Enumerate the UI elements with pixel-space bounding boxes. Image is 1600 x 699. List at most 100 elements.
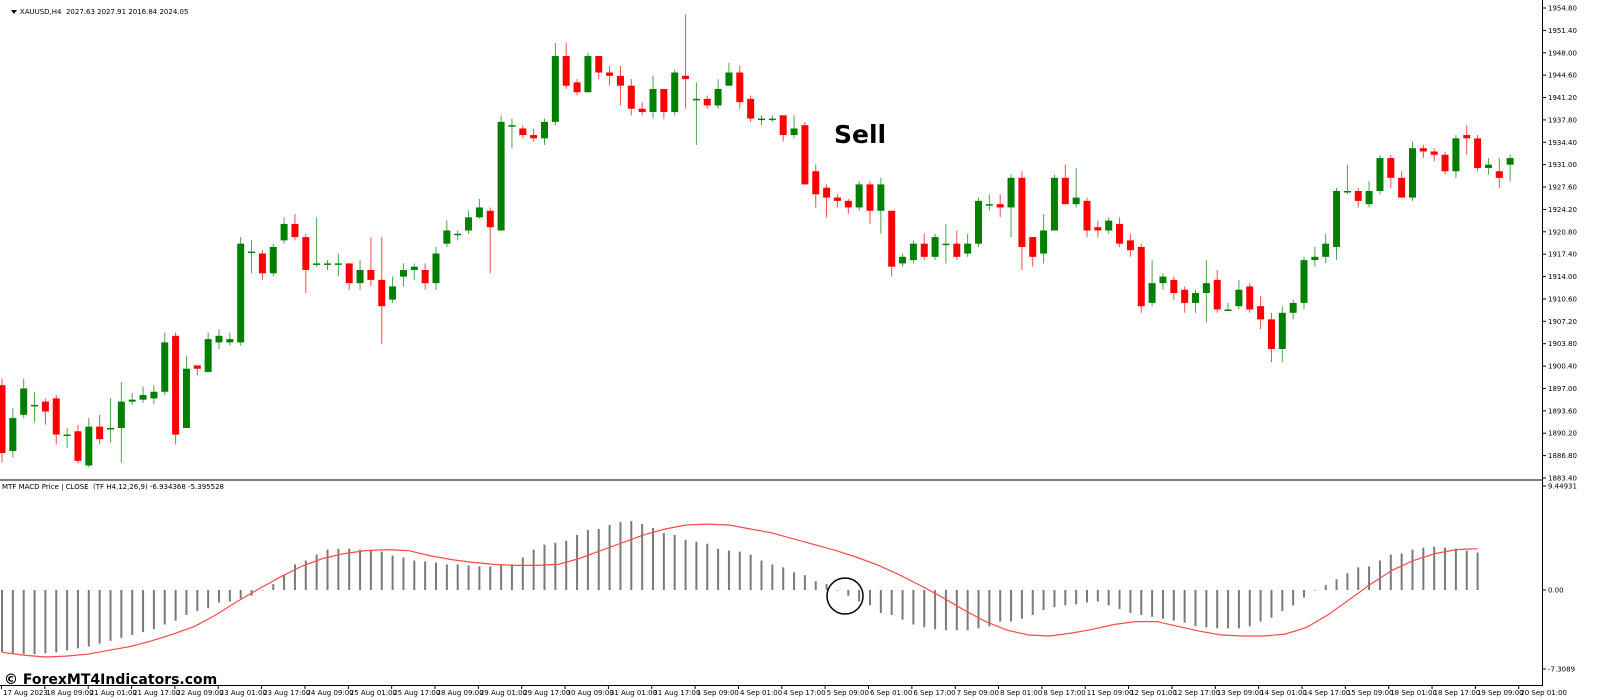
candle bbox=[866, 181, 874, 224]
candle bbox=[649, 75, 657, 119]
time-tick-label: 19 Sep 09:00 bbox=[1477, 689, 1524, 697]
price-axis[interactable]: 1954.80 1951.40 1948.00 1944.60 1941.20 1937.… bbox=[1542, 5, 1577, 483]
candle bbox=[1159, 273, 1167, 290]
time-tick-label: 28 Aug 09:00 bbox=[437, 689, 484, 697]
macd-tick-label: 9.44931 bbox=[1548, 483, 1577, 491]
candle bbox=[627, 79, 635, 116]
time-tick-label: 7 Sep 09:00 bbox=[957, 689, 999, 697]
candle bbox=[302, 233, 310, 294]
time-tick-label: 14 Sep 01:00 bbox=[1260, 689, 1307, 697]
price-tick-label: 1900.40 bbox=[1548, 363, 1577, 371]
candle bbox=[1126, 233, 1134, 257]
candle bbox=[486, 207, 494, 274]
candle bbox=[52, 395, 60, 445]
price-tick-label: 1924.20 bbox=[1548, 206, 1577, 214]
candle bbox=[1484, 158, 1492, 175]
price-tick-label: 1890.20 bbox=[1548, 430, 1577, 438]
candle bbox=[389, 276, 397, 303]
price-tick-label: 1944.60 bbox=[1548, 72, 1577, 80]
candle bbox=[595, 56, 603, 80]
candle bbox=[551, 42, 559, 126]
candle bbox=[682, 14, 690, 109]
price-tick-label: 1910.60 bbox=[1548, 295, 1577, 303]
candle bbox=[1452, 135, 1460, 178]
time-tick-label: 29 Aug 17:00 bbox=[523, 689, 570, 697]
candle bbox=[313, 217, 321, 267]
candle bbox=[465, 210, 473, 234]
candle bbox=[747, 95, 755, 122]
candle bbox=[1463, 125, 1471, 155]
macd-axis[interactable]: 9.44931 0.00 -7.3089 bbox=[1542, 483, 1577, 674]
time-tick-label: 6 Sep 01:00 bbox=[870, 689, 912, 697]
candle bbox=[107, 398, 114, 443]
time-tick-label: 25 Aug 17:00 bbox=[393, 689, 440, 697]
candle bbox=[779, 115, 787, 142]
candle bbox=[1061, 164, 1069, 205]
macd-tick-label: 0.00 bbox=[1548, 587, 1564, 595]
candle bbox=[1192, 289, 1199, 313]
candle bbox=[1322, 233, 1330, 264]
candle bbox=[953, 230, 961, 261]
symbol-header: XAUUSD,H4 2027.63 2027.91 2016.84 2024.0… bbox=[2, 0, 188, 24]
candle bbox=[1278, 306, 1286, 363]
candle bbox=[725, 62, 733, 86]
candle bbox=[399, 263, 407, 287]
candle bbox=[1398, 171, 1406, 198]
candle bbox=[378, 237, 386, 344]
candle bbox=[1083, 197, 1091, 238]
price-tick-label: 1948.00 bbox=[1548, 49, 1577, 57]
candle bbox=[790, 115, 798, 139]
candle bbox=[909, 240, 917, 264]
candle bbox=[150, 385, 158, 404]
candle bbox=[226, 332, 234, 346]
candle bbox=[714, 79, 722, 109]
candle bbox=[74, 424, 82, 464]
time-tick-label: 22 Aug 09:00 bbox=[176, 689, 223, 697]
candle bbox=[964, 233, 972, 257]
candle bbox=[1213, 269, 1221, 313]
triangle-down-icon[interactable] bbox=[10, 10, 17, 14]
time-tick-label: 21 Aug 17:00 bbox=[133, 689, 180, 697]
price-tick-label: 1914.00 bbox=[1548, 273, 1577, 281]
time-tick-label: 13 Sep 09:00 bbox=[1217, 689, 1264, 697]
time-tick-label: 1 Sep 09:00 bbox=[697, 689, 739, 697]
price-tick-label: 1951.40 bbox=[1548, 27, 1577, 35]
candle bbox=[1257, 296, 1265, 330]
candle bbox=[801, 121, 809, 185]
time-tick-label: 20 Sep 01:00 bbox=[1520, 689, 1567, 697]
time-tick-label: 4 Sep 01:00 bbox=[740, 689, 782, 697]
candle bbox=[1094, 220, 1102, 238]
time-tick-label: 31 Aug 17:00 bbox=[653, 689, 700, 697]
candle bbox=[812, 164, 820, 208]
candle bbox=[1235, 279, 1243, 310]
price-tick-label: 1903.80 bbox=[1548, 340, 1577, 348]
candle bbox=[736, 65, 744, 109]
candle bbox=[638, 102, 646, 116]
time-tick-label: 6 Sep 17:00 bbox=[913, 689, 955, 697]
pane-separator[interactable] bbox=[0, 479, 1542, 481]
candle bbox=[1365, 181, 1373, 208]
candle bbox=[258, 250, 266, 280]
candle bbox=[128, 393, 136, 405]
candle bbox=[421, 263, 429, 290]
symbol-ohlc-label: XAUUSD,H4 2027.63 2027.91 2016.84 2024.0… bbox=[19, 8, 189, 16]
candle bbox=[1116, 217, 1124, 247]
candle bbox=[432, 246, 440, 290]
candle bbox=[1050, 174, 1058, 231]
candle bbox=[443, 220, 451, 247]
candle bbox=[1300, 256, 1308, 310]
candle bbox=[1007, 174, 1015, 238]
candle bbox=[161, 332, 169, 396]
candle bbox=[497, 115, 505, 231]
candle bbox=[996, 194, 1004, 218]
candle bbox=[823, 184, 831, 218]
price-tick-label: 1886.80 bbox=[1548, 452, 1577, 460]
candle bbox=[1506, 154, 1514, 182]
candle bbox=[1441, 151, 1449, 175]
price-tick-label: 1931.00 bbox=[1548, 161, 1577, 169]
time-tick-label: 4 Sep 17:00 bbox=[783, 689, 825, 697]
candle bbox=[1333, 187, 1341, 261]
